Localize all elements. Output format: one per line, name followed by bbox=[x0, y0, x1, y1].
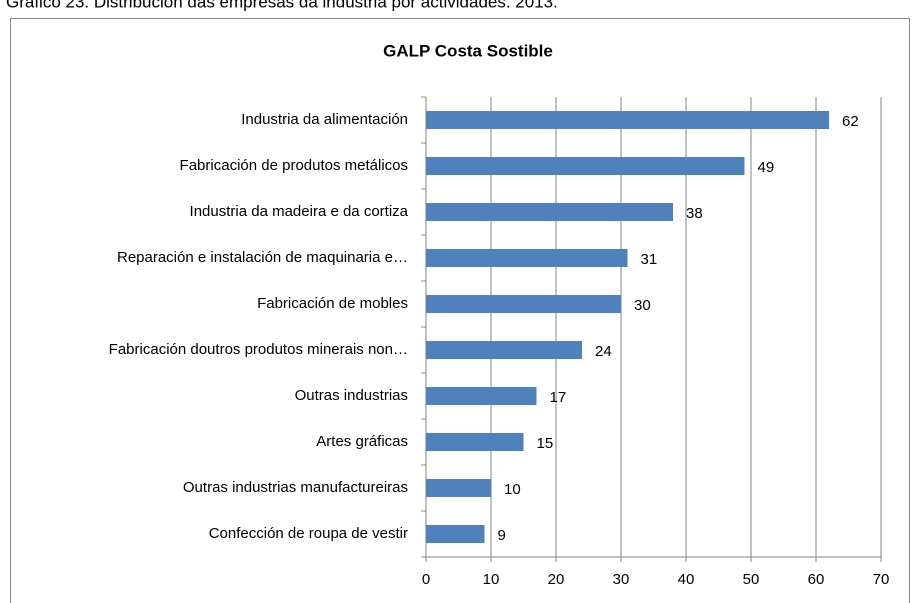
x-tick-label: 60 bbox=[808, 571, 825, 588]
data-label: 15 bbox=[537, 435, 554, 452]
data-label: 9 bbox=[498, 527, 506, 544]
y-tick-label: Reparación e instalación de maquinaria e… bbox=[117, 249, 408, 266]
data-label: 49 bbox=[758, 159, 775, 176]
x-tick-label: 40 bbox=[678, 571, 695, 588]
bar bbox=[426, 249, 628, 267]
y-tick-label: Fabricación de mobles bbox=[257, 295, 408, 312]
bar bbox=[426, 203, 673, 221]
x-tick-label: 50 bbox=[743, 571, 760, 588]
y-tick-label: Fabricación de produtos metálicos bbox=[180, 157, 408, 174]
y-tick-label: Fabricación doutros produtos minerais no… bbox=[109, 341, 408, 358]
bar bbox=[426, 111, 829, 129]
x-tick-label: 70 bbox=[873, 571, 890, 588]
x-tick-label: 0 bbox=[422, 571, 430, 588]
caption: Gráfico 23. Distribución das empresas da… bbox=[6, 0, 558, 11]
data-label: 62 bbox=[842, 113, 859, 130]
y-tick-label: Industria da madeira e da cortiza bbox=[190, 203, 409, 220]
bar bbox=[426, 433, 524, 451]
y-tick-label: Outras industrias manufactureiras bbox=[183, 479, 408, 496]
x-tick-label: 20 bbox=[548, 571, 565, 588]
data-label: 24 bbox=[595, 343, 612, 360]
bar bbox=[426, 525, 485, 543]
chart-title: GALP Costa Sostible bbox=[383, 41, 553, 60]
data-label: 30 bbox=[634, 297, 651, 314]
x-tick-label: 10 bbox=[483, 571, 500, 588]
data-label: 10 bbox=[504, 481, 521, 498]
data-label: 31 bbox=[641, 251, 658, 268]
data-label: 17 bbox=[550, 389, 567, 406]
bar bbox=[426, 479, 491, 497]
data-label: 38 bbox=[686, 205, 703, 222]
bar bbox=[426, 341, 582, 359]
y-tick-label: Industria da alimentación bbox=[241, 111, 408, 128]
y-tick-label: Outras industrias bbox=[295, 387, 408, 404]
y-tick-label: Confección de roupa de vestir bbox=[209, 525, 408, 542]
x-tick-label: 30 bbox=[613, 571, 630, 588]
y-tick-label: Artes gráficas bbox=[316, 433, 408, 450]
bar bbox=[426, 157, 745, 175]
bar bbox=[426, 295, 621, 313]
bar bbox=[426, 387, 537, 405]
